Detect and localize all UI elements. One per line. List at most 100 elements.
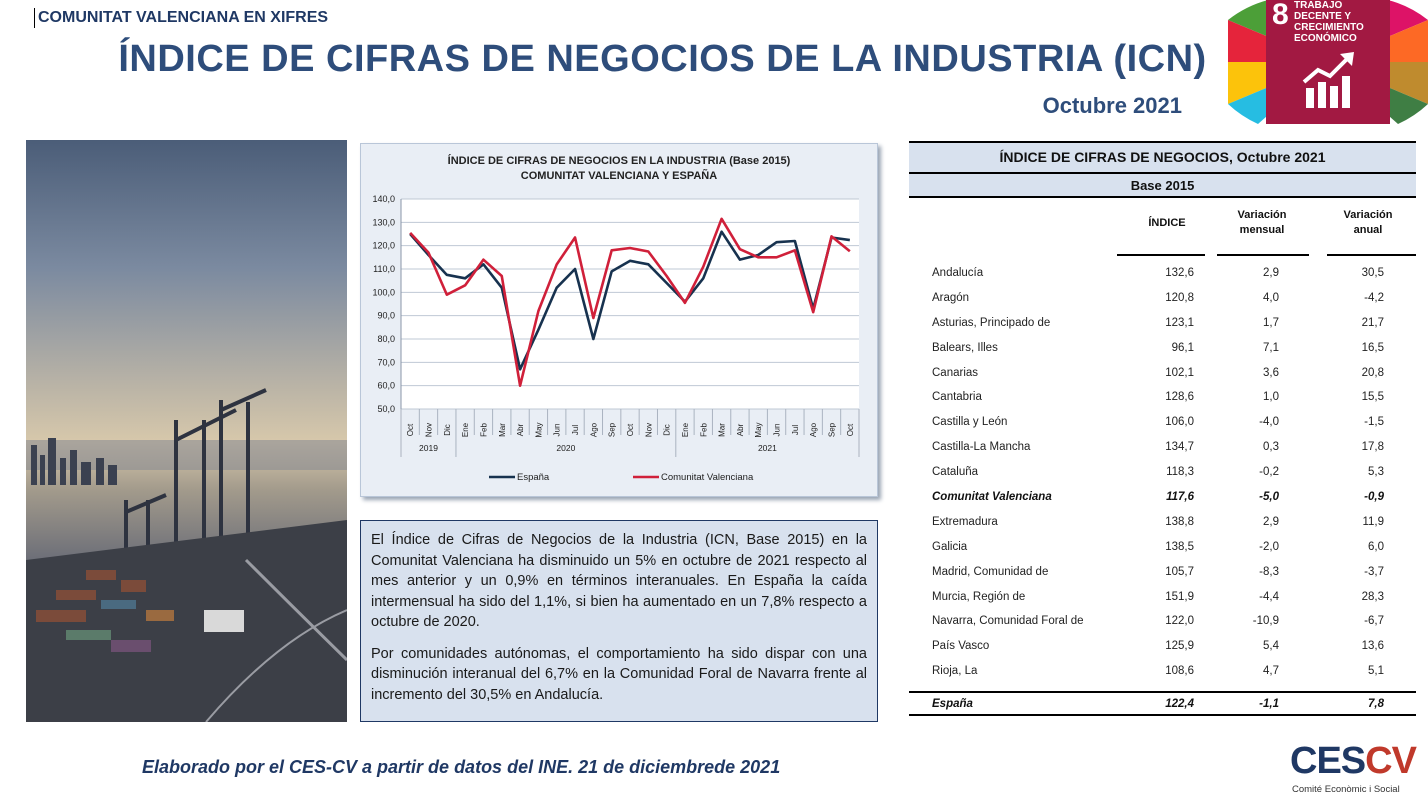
x-tick-label: Ene	[461, 422, 470, 437]
y-tick-label: 110,0	[373, 264, 395, 274]
x-tick-label: Ene	[681, 422, 690, 437]
icn-chart: 50,0 60,0 70,0 80,0 90,0 100,0 110,0 120,0 130,0…	[360, 143, 878, 497]
x-tick-label: Oct	[406, 423, 415, 436]
source-note: Elaborado por el CES-CV a partir de dato…	[142, 757, 781, 777]
header-rule	[1217, 254, 1309, 256]
x-tick-label: Ago	[589, 422, 598, 437]
annual-change: 16,5	[1361, 341, 1384, 354]
table-row: Andalucía 132,6 2,9 30,5	[909, 262, 1416, 287]
annual-change: -4,2	[1364, 291, 1384, 304]
monthly-change: 2,9	[1263, 515, 1279, 528]
region-name: Balears, Illes	[932, 341, 998, 354]
x-tick-label: Feb	[699, 423, 708, 437]
cescv-logo: CESCV Comité Econòmic i Social	[1290, 740, 1417, 798]
annual-change: 21,7	[1361, 316, 1384, 329]
index-value: 117,6	[1166, 491, 1194, 504]
monthly-change: -1,1	[1259, 698, 1279, 711]
index-value: 123,1	[1165, 316, 1194, 329]
y-tick-label: 90,0	[377, 311, 395, 321]
x-tick-label: Nov	[424, 423, 433, 437]
x-tick-label: Jul	[571, 425, 580, 435]
summary-paragraph-2: Por comunidades autónomas, el comportami…	[371, 645, 867, 703]
index-value: 105,7	[1165, 565, 1194, 578]
annual-change: 5,1	[1368, 665, 1384, 678]
plot-area	[401, 199, 859, 409]
region-name: Canarias	[932, 366, 979, 379]
section-tag: COMUNITAT VALENCIANA EN XIFRES	[34, 8, 328, 28]
annual-change: 15,5	[1361, 391, 1384, 404]
region-name: Extremadura	[932, 515, 998, 528]
table-row: Rioja, La 108,6 4,7 5,1	[909, 660, 1416, 685]
y-tick-label: 120,0	[372, 241, 395, 251]
x-tick-label: Sep	[828, 422, 837, 437]
table-row: Cantabria 128,6 1,0 15,5	[909, 386, 1416, 411]
x-tick-label: Dic	[663, 424, 672, 436]
annual-change: -6,7	[1364, 615, 1384, 628]
icn-table: ÍNDICE DE CIFRAS DE NEGOCIOS, Octubre 20…	[909, 141, 1416, 721]
annual-change: 17,8	[1361, 441, 1384, 454]
table-row: Aragón 120,8 4,0 -4,2	[909, 287, 1416, 312]
x-tick-label: May	[534, 422, 543, 437]
monthly-change: -0,2	[1259, 466, 1279, 479]
region-name: Cataluña	[932, 466, 979, 479]
monthly-change: 5,4	[1263, 640, 1279, 653]
monthly-change: -5,0	[1259, 491, 1279, 504]
port-photo	[26, 140, 347, 722]
region-name: País Vasco	[932, 640, 990, 653]
x-tick-label: Oct	[846, 423, 855, 436]
year-label: 2021	[758, 443, 777, 453]
table-row: País Vasco 125,9 5,4 13,6	[909, 635, 1416, 660]
annual-change: 13,6	[1361, 640, 1384, 653]
monthly-change: -4,4	[1259, 590, 1279, 603]
annual-change: 5,3	[1368, 466, 1384, 479]
monthly-change: 3,6	[1263, 366, 1279, 379]
index-value: 120,8	[1165, 291, 1194, 304]
region-name: Asturias, Principado de	[932, 316, 1051, 329]
header-rule	[1117, 254, 1205, 256]
index-value: 118,3	[1166, 466, 1194, 479]
table-subtitle: Base 2015	[909, 172, 1416, 198]
monthly-change: 4,7	[1263, 665, 1279, 678]
table-body: Andalucía 132,6 2,9 30,5 Aragón 120,8 4,0 -4,2 A…	[909, 256, 1416, 717]
region-name: Aragón	[932, 291, 970, 304]
col-header-annual: Variación anual	[1343, 209, 1393, 236]
index-value: 122,0	[1165, 615, 1194, 628]
x-tick-label: May	[754, 422, 763, 437]
annual-change: -1,5	[1364, 416, 1384, 429]
chart-title-line1: ÍNDICE DE CIFRAS DE NEGOCIOS EN LA INDUS…	[447, 155, 791, 167]
table-row: Castilla-La Mancha 134,7 0,3 17,8	[909, 436, 1416, 461]
x-tick-label: Abr	[736, 423, 745, 436]
y-tick-label: 130,0	[372, 217, 395, 227]
x-tick-label: Abr	[516, 423, 525, 436]
x-tick-label: Ago	[809, 422, 818, 437]
monthly-change: -2,0	[1259, 540, 1279, 553]
table-row: Extremadura 138,8 2,9 11,9	[909, 511, 1416, 536]
y-tick-label: 80,0	[377, 334, 395, 344]
legend-label: Comunitat Valenciana	[661, 472, 754, 483]
region-name: Cantabria	[932, 391, 982, 404]
annual-change: 7,8	[1368, 698, 1384, 711]
table-row: Galicia 138,5 -2,0 6,0	[909, 536, 1416, 561]
monthly-change: -4,0	[1259, 416, 1279, 429]
region-name: Castilla-La Mancha	[932, 441, 1031, 454]
table-header: ÍNDICE Variación mensual Variación anual	[909, 198, 1416, 256]
region-name: Comunitat Valenciana	[932, 491, 1052, 504]
series-line-cv	[409, 217, 851, 387]
y-tick-label: 60,0	[377, 381, 395, 391]
annual-change: 20,8	[1361, 366, 1384, 379]
region-name: Galicia	[932, 540, 968, 553]
region-name: Rioja, La	[932, 665, 978, 678]
sdg-badge: 8 TRABAJO DECENTE Y CRECIMIENTO ECONÓMIC…	[1228, 0, 1428, 124]
annual-change: 11,9	[1362, 515, 1384, 528]
summary-paragraph-1: El Índice de Cifras de Negocios de la In…	[371, 532, 867, 630]
col-header-monthly: Variación mensual	[1237, 209, 1287, 236]
table-row: Madrid, Comunidad de 105,7 -8,3 -3,7	[909, 561, 1416, 586]
annual-change: 6,0	[1368, 540, 1384, 553]
index-value: 102,1	[1165, 366, 1194, 379]
header-rule	[1327, 254, 1416, 256]
monthly-change: 0,3	[1263, 441, 1279, 454]
page-title: ÍNDICE DE CIFRAS DE NEGOCIOS DE LA INDUS…	[118, 38, 1207, 80]
index-value: 125,9	[1165, 640, 1194, 653]
table-row-highlight: Comunitat Valenciana 117,6 -5,0 -0,9	[909, 486, 1416, 511]
y-tick-label: 100,0	[372, 287, 395, 297]
